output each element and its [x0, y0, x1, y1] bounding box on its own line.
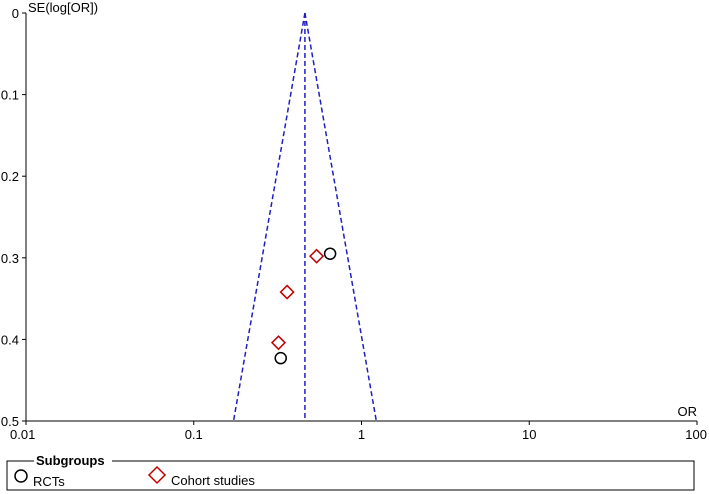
x-tick-label: 100	[685, 427, 707, 442]
legend-label-cohort: Cohort studies	[171, 473, 255, 488]
rct-point	[323, 247, 337, 260]
y-tick-label: 0.1	[1, 88, 19, 103]
x-tick-label: 0.01	[10, 427, 35, 442]
x-tick-label: 10	[522, 427, 536, 442]
y-tick-label: 0.5	[1, 414, 19, 429]
legend: Subgroups RCTs Cohort studies	[6, 452, 695, 491]
x-ticks: 0.01 0.1 1 10 100	[10, 421, 707, 442]
cohort-point	[270, 335, 287, 351]
y-tick-label: 0	[12, 6, 19, 21]
funnel-lines	[232, 12, 378, 422]
rct-point	[274, 351, 287, 365]
x-tick-label: 0.1	[185, 427, 203, 442]
legend-label-rcts: RCTs	[33, 474, 65, 489]
y-tick-label: 0.4	[1, 332, 19, 347]
x-axis-label: OR	[678, 404, 698, 419]
legend-title: Subgroups	[36, 453, 105, 468]
data-points	[270, 247, 337, 365]
funnel-left-line	[232, 12, 306, 422]
legend-box	[6, 460, 695, 491]
legend-marker-cohort	[147, 465, 167, 485]
legend-title-bg	[34, 452, 112, 468]
cohort-point	[279, 284, 295, 300]
y-tick-label: 0.2	[1, 169, 19, 184]
legend-marker-rcts	[14, 469, 28, 483]
cohort-point	[309, 248, 325, 264]
funnel-right-line	[304, 12, 378, 422]
y-tick-label: 0.3	[1, 251, 19, 266]
y-ticks: 0 0.1 0.2 0.3 0.4 0.5	[1, 6, 26, 429]
y-axis-label: SE(log[OR])	[28, 0, 98, 15]
x-tick-label: 1	[358, 427, 365, 442]
